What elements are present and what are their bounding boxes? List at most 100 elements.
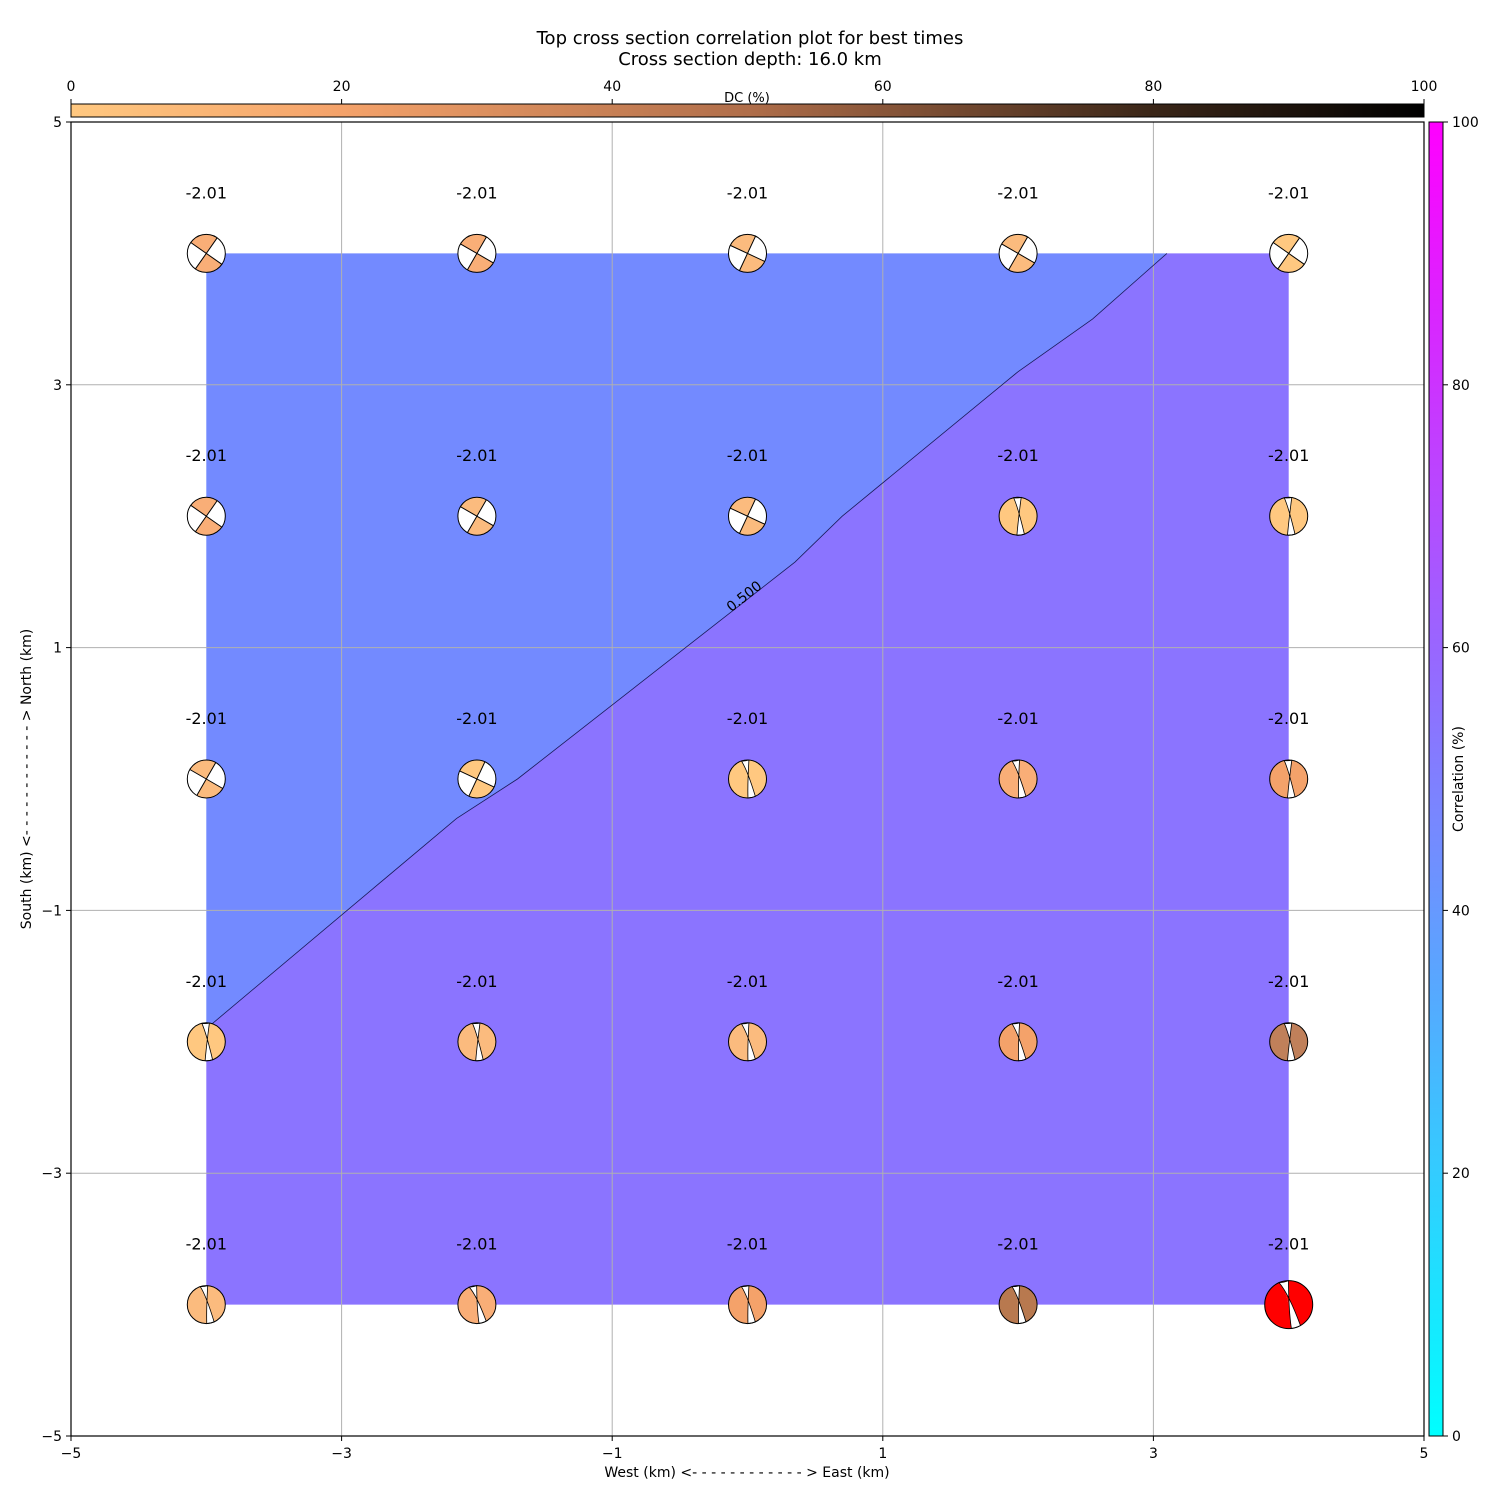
grid-value-label: -2.01 [997, 183, 1038, 202]
beachball-outline [1269, 496, 1309, 536]
axes: −5 −3 −1 1 3 5 −5 −3 −1 1 3 5 [41, 115, 1428, 1462]
beachball-compression-upper [457, 1022, 479, 1061]
beachball-outline [998, 759, 1038, 799]
beachball-outline [457, 496, 497, 536]
x-tick-label: 3 [1149, 1446, 1158, 1462]
beachball-outline [1264, 1280, 1314, 1330]
beachball [186, 1022, 226, 1062]
beachball-outline [457, 1022, 497, 1062]
grid-value-label: -2.01 [727, 709, 768, 728]
beachball-compression-quadrant [190, 234, 218, 254]
beachball [1264, 1279, 1314, 1330]
grid-value-label: -2.01 [456, 446, 497, 465]
beachball-compression-quadrant [1273, 234, 1300, 254]
beachball [1269, 1022, 1309, 1062]
x-tick-label: −1 [602, 1446, 623, 1462]
dc-colorbar-gradient [70, 103, 1425, 118]
beachball-compression-upper [1269, 760, 1291, 798]
grid-value-label: -2.01 [186, 446, 227, 465]
beachball-compression-lower [1282, 1280, 1313, 1328]
beachball-nodal-line [460, 506, 494, 527]
beachball [457, 496, 497, 536]
chart-subtitle: Cross section depth: 16.0 km [618, 49, 882, 70]
y-tick-label: −3 [41, 1166, 62, 1182]
beachball-compression-upper [999, 1023, 1022, 1061]
correlation-colorbar-tick-label: 80 [1452, 378, 1470, 394]
correlation-colorbar-tick-label: 0 [1452, 1429, 1461, 1445]
beachball-outline [728, 759, 767, 799]
beachball [728, 496, 767, 536]
correlation-colorbar-gradient [1428, 121, 1444, 1437]
beachball-compression-upper [999, 497, 1020, 536]
beachball-compression-quadrant [1008, 253, 1035, 273]
grid-value-label: -2.01 [456, 972, 497, 991]
contour-line [206, 253, 1168, 1029]
beachball-nodal-line [1001, 243, 1035, 264]
beachball-compression-quadrant [196, 779, 223, 799]
grid-value-label: -2.01 [456, 183, 497, 202]
grid-value-label: -2.01 [1268, 446, 1309, 465]
beachball [186, 759, 226, 799]
beachball [1269, 233, 1309, 273]
beachball-nodal-line [730, 244, 765, 262]
beachball-compression-quadrant [190, 497, 218, 517]
beachball-compression-upper [728, 1285, 751, 1324]
y-tick-label: 1 [53, 641, 62, 657]
grid-value-label: -2.01 [1268, 183, 1309, 202]
beachball-outline [457, 759, 497, 799]
beachball-outline [186, 496, 226, 536]
beachball [728, 233, 767, 273]
beachball [1269, 759, 1309, 799]
beachball-compression-upper [1269, 497, 1291, 536]
grid-lines [71, 122, 1424, 1436]
beachball-nodal-line [189, 769, 224, 789]
beachball-nodal-line [460, 243, 494, 264]
beachball-compression-quadrant [189, 760, 216, 779]
correlation-colorbar-ticks: 0 20 40 60 80 100 [1443, 115, 1479, 1445]
beachball-nodal-line [190, 242, 223, 265]
beachball [998, 1022, 1038, 1062]
dc-colorbar-tick-label: 0 [67, 79, 76, 95]
grid-value-label: -2.01 [456, 1235, 497, 1254]
beachball [186, 496, 226, 536]
grid-value-label: -2.01 [1268, 1235, 1309, 1254]
correlation-colorbar-tick-label: 100 [1452, 115, 1479, 131]
beachball [998, 496, 1038, 536]
plot-frame [70, 121, 1425, 1437]
beachball-compression-quadrant [195, 253, 222, 273]
grid-value-label: -2.01 [727, 183, 768, 202]
x-tick-label: −5 [61, 1446, 82, 1462]
beachball-outline [728, 233, 767, 273]
beachball-compression-quadrant [467, 253, 494, 273]
y-axis-label: South (km) <- - - - - - - - - - - - > No… [19, 629, 35, 929]
beachball-outline [1269, 759, 1309, 799]
correlation-colorbar: 0 20 40 60 80 100 Correlation (%) [1428, 115, 1479, 1445]
correlation-colorbar-tick-label: 60 [1452, 641, 1470, 657]
grid-value-label: -2.01 [997, 972, 1038, 991]
plot-area: 0.500 -2.01 -2.01 -2.01 -2.01 -2.01-2.01 -2.0… [70, 121, 1425, 1437]
correlation-colorbar-tick-label: 40 [1452, 903, 1470, 919]
beachball [728, 759, 767, 799]
beachball-outline [186, 759, 226, 799]
beachball-compression-upper [457, 1286, 482, 1324]
value-labels: -2.01 -2.01 -2.01 -2.01 -2.01 -2.01 -2.01 -2.01… [186, 183, 1310, 1253]
beachball-compression-upper [999, 760, 1022, 799]
correlation-colorbar-tick-label: 20 [1452, 1166, 1470, 1182]
beachball-compression-upper [187, 1022, 208, 1061]
y-tick-label: 3 [53, 378, 62, 394]
dc-colorbar-tick-label: 40 [603, 79, 621, 95]
y-tick-label: 5 [53, 115, 62, 131]
beachball-compression-upper [1264, 1281, 1295, 1329]
beachball-compression-quadrant [460, 497, 487, 517]
grid-value-label: -2.01 [186, 709, 227, 728]
beachball-outline [186, 1022, 226, 1062]
grid-value-label: -2.01 [186, 183, 227, 202]
beachball-outline [998, 1022, 1038, 1062]
beachball-compression-upper [728, 1023, 751, 1061]
beachball [186, 233, 226, 273]
beachball [457, 759, 497, 799]
beachball [998, 233, 1038, 273]
dc-colorbar-tick-label: 20 [333, 79, 351, 95]
beachball-compression-upper [187, 1285, 210, 1324]
